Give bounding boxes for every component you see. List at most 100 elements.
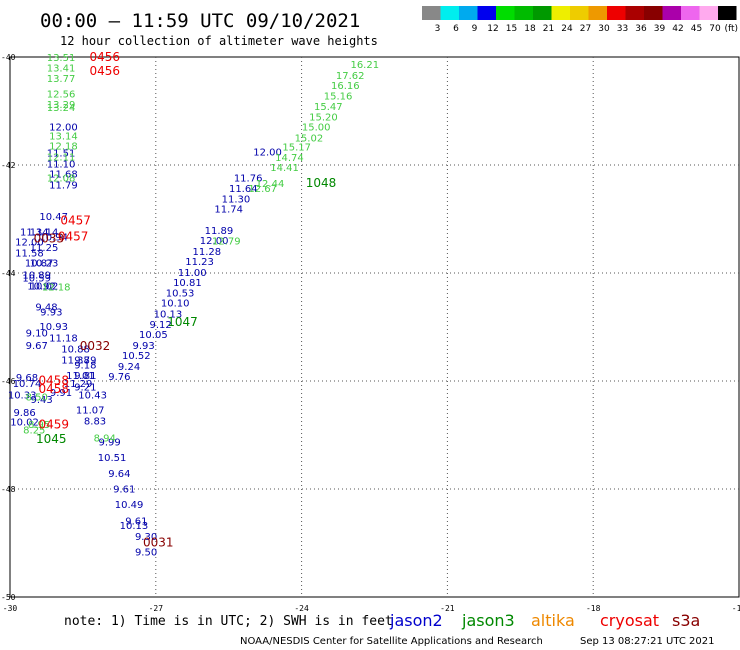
wave-height-label: 11.58 xyxy=(15,248,44,259)
plot-frame xyxy=(9,56,740,598)
pass-time-label: 0457 xyxy=(60,214,91,228)
wave-height-label: 9.48 xyxy=(35,302,57,313)
wave-height-label: 8.94 xyxy=(94,434,116,445)
pass-time-label: 0456 xyxy=(89,50,120,64)
wave-height-label: 13.77 xyxy=(47,74,76,85)
colorbar-swatch xyxy=(422,6,441,20)
wave-height-label: 10.81 xyxy=(173,278,202,289)
wave-height-label: 13.51 xyxy=(47,53,76,64)
wave-height-label: 9.50 xyxy=(135,548,157,559)
wave-height-label: 10.52 xyxy=(122,351,151,362)
colorbar-label: 42 xyxy=(672,24,683,34)
wave-height-label: 11.29 xyxy=(64,379,93,390)
colorbar-swatch xyxy=(459,6,478,20)
wave-height-label: 10.33 xyxy=(8,391,37,402)
colorbar-swatch xyxy=(588,6,607,20)
wave-height-label: 11.10 xyxy=(47,159,76,170)
pass-time-label: 1047 xyxy=(167,315,198,329)
colorbar-label: 36 xyxy=(635,24,647,34)
colorbar-swatch xyxy=(718,6,737,20)
wave-height-label: 12.00 xyxy=(15,238,44,249)
wave-height-label: 16.21 xyxy=(350,60,379,71)
colorbar-label: 45 xyxy=(691,24,702,34)
wave-height-label: 13.14 xyxy=(49,131,78,142)
pass-time-label: 1045 xyxy=(36,432,67,446)
pass-time-label: 0033 xyxy=(34,231,65,245)
x-tick-label: -18 xyxy=(586,604,601,613)
axis-ticks: -30 -27 -24 -21 -18 -15 -40 -42 -44 -46 -48 -50 xyxy=(1,53,740,613)
wave-height-label: 9.10 xyxy=(26,328,48,339)
wave-height-label: 9.43 xyxy=(30,395,52,406)
colorbar-swatch xyxy=(699,6,718,20)
pass-time-label: 0032 xyxy=(80,339,111,353)
wave-height-label: 11.76 xyxy=(234,173,263,184)
wave-height-label: 15.17 xyxy=(282,143,311,154)
colorbar-label: 27 xyxy=(580,24,591,34)
x-tick-label: -21 xyxy=(440,604,455,613)
note-text: note: 1) Time is in UTC; 2) SWH is in fe… xyxy=(64,614,393,629)
y-tick-label: -48 xyxy=(1,485,16,494)
pass-time-label: 1048 xyxy=(306,176,337,190)
wave-height-label: 10.13 xyxy=(154,310,183,321)
wave-height-label: 10.23 xyxy=(30,259,59,270)
satellite-legend: jason2 jason3 altika cryosat s3a xyxy=(389,611,700,630)
wave-height-label: 9.21 xyxy=(74,382,96,393)
wave-height-label: 11.38 xyxy=(61,355,90,366)
wave-height-label: 9.64 xyxy=(108,469,130,480)
wave-height-label: 9.18 xyxy=(74,360,96,371)
wave-height-label: 12.11 xyxy=(47,152,76,163)
satellite-legend-item: altika xyxy=(531,611,575,630)
wave-height-label: 11.64 xyxy=(229,184,258,195)
wave-height-label: 11.89 xyxy=(205,226,234,237)
wave-height-label: 10.05 xyxy=(139,330,168,341)
colorbar-legend: 3 6 9 12 15 18 21 24 27 30 33 36 39 42 45 70 (ft) xyxy=(422,6,738,34)
wave-height-label: 9.93 xyxy=(40,307,62,318)
colorbar-label: 9 xyxy=(472,24,478,34)
wave-height-label: 10.59 xyxy=(22,273,51,284)
wave-height-label: 11.74 xyxy=(214,205,243,216)
wave-height-label: 10.88 xyxy=(61,345,90,356)
y-tick-label: -44 xyxy=(1,269,16,278)
wave-height-label: 11.07 xyxy=(76,406,105,417)
colorbar-label: 33 xyxy=(617,24,628,34)
satellite-legend-item: cryosat xyxy=(600,611,659,630)
colorbar-swatch xyxy=(477,6,496,20)
wave-height-label: 15.16 xyxy=(324,91,353,102)
colorbar-label: 18 xyxy=(524,24,536,34)
wave-height-label: 10.02 xyxy=(30,281,59,292)
colorbar-label: 3 xyxy=(435,24,441,34)
wave-height-label: 10.51 xyxy=(98,453,127,464)
colorbar-swatch xyxy=(496,6,515,20)
wave-height-label: 8.25 xyxy=(23,426,45,437)
plot-axes xyxy=(9,56,740,598)
colorbar-swatch xyxy=(644,6,663,20)
colorbar-swatch xyxy=(625,6,644,20)
wave-height-label: 12.00 xyxy=(253,148,282,159)
wave-height-label: 10.43 xyxy=(78,391,107,402)
wave-height-label: 13.29 xyxy=(47,100,76,111)
plot-grid xyxy=(10,57,739,597)
wave-height-label: 13.24 xyxy=(47,103,76,114)
wave-height-label: 12.79 xyxy=(212,237,241,248)
x-tick-label: -24 xyxy=(294,604,309,613)
wave-height-label: 12.00 xyxy=(49,123,78,134)
wave-height-label: 10.92 xyxy=(27,281,56,292)
y-tick-label: -40 xyxy=(1,53,16,62)
wave-height-label: 9.81 xyxy=(74,371,96,382)
wave-height-label: 14.41 xyxy=(270,163,299,174)
wave-height-label: 11.01 xyxy=(66,371,95,382)
wave-height-label: 15.00 xyxy=(302,123,331,134)
y-tick-label: -46 xyxy=(1,377,16,386)
chart-title: 00:00 – 11:59 UTC 09/10/2021 xyxy=(40,10,360,32)
wave-height-label: 9.67 xyxy=(26,341,48,352)
wave-height-label: 11.25 xyxy=(30,243,59,254)
y-tick-label: -42 xyxy=(1,161,16,170)
wave-height-label: 15.20 xyxy=(309,112,338,123)
wave-height-label: 9.86 xyxy=(13,408,35,419)
wave-height-label: 8.50 xyxy=(26,393,48,404)
pass-time-labels: 0456045604570457003300320458045804590031… xyxy=(34,50,337,549)
wave-height-label: 15.47 xyxy=(314,102,343,113)
satellite-legend-item: jason2 xyxy=(389,611,443,630)
